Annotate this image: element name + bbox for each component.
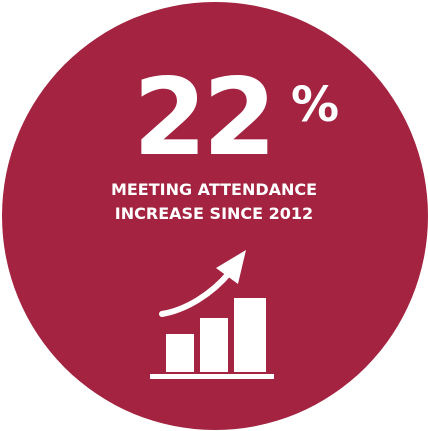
stat-unit: % (291, 77, 340, 133)
stat-caption: MEETING ATTENDANCE INCREASE SINCE 2012 (0, 178, 428, 226)
icon-bar-2 (200, 318, 228, 372)
icon-baseline (150, 374, 274, 379)
icon-arrow-head (216, 250, 246, 284)
caption-line-1: MEETING ATTENDANCE (110, 180, 318, 199)
stat-figure: 22 % (0, 56, 428, 179)
bar-chart-growth-arrow-icon (150, 250, 274, 379)
stat-value: 22 (133, 56, 277, 179)
icon-bar-3 (234, 298, 266, 372)
caption-line-2: INCREASE SINCE 2012 (114, 204, 314, 223)
icon-arrow-curve (159, 269, 233, 317)
icon-bar-1 (166, 334, 194, 372)
